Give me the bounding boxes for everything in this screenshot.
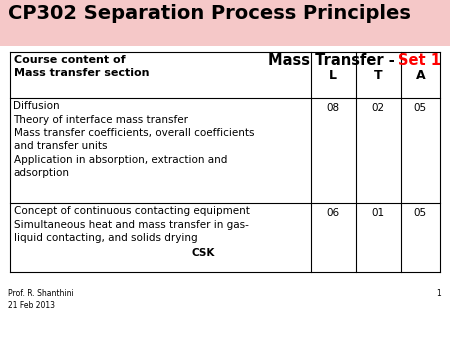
Text: Concept of continuous contacting equipment
Simultaneous heat and mass transfer i: Concept of continuous contacting equipme… (14, 206, 249, 243)
Text: Set 1: Set 1 (398, 53, 441, 68)
Text: 06: 06 (326, 208, 340, 218)
Text: 08: 08 (326, 103, 340, 113)
Text: Prof. R. Shanthini
21 Feb 2013: Prof. R. Shanthini 21 Feb 2013 (8, 289, 74, 310)
Text: T: T (374, 69, 382, 82)
Text: L: L (329, 69, 337, 82)
Text: 05: 05 (414, 103, 427, 113)
Text: 05: 05 (414, 208, 427, 218)
Text: A: A (415, 69, 425, 82)
Text: Mass Transfer -: Mass Transfer - (268, 53, 400, 68)
Text: 01: 01 (371, 208, 385, 218)
Text: Course content of
Mass transfer section: Course content of Mass transfer section (14, 55, 149, 78)
Text: CP302 Separation Process Principles: CP302 Separation Process Principles (8, 4, 411, 23)
Bar (0, 0, 450, 46)
Text: 1: 1 (436, 289, 441, 298)
Text: Diffusion
Theory of interface mass transfer
Mass transfer coefficients, overall : Diffusion Theory of interface mass trans… (14, 101, 254, 178)
Text: 02: 02 (371, 103, 385, 113)
Text: CSK: CSK (191, 248, 215, 258)
